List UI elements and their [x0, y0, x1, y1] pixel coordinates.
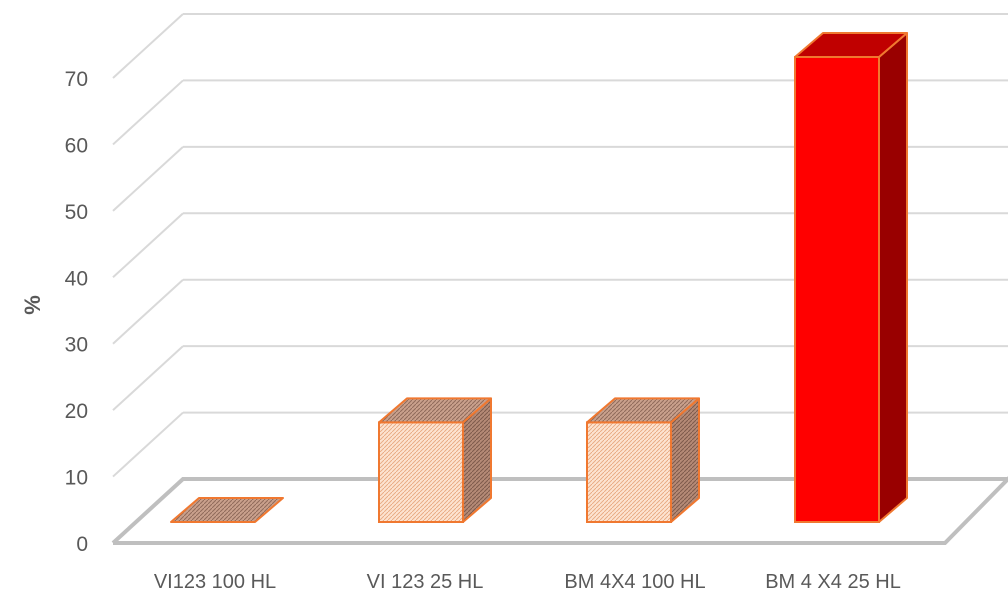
bar-front [794, 56, 880, 523]
x-category-label: BM 4 X4 25 HL [765, 571, 901, 593]
x-category-label: VI 123 25 HL [367, 571, 484, 593]
y-axis-label: % [20, 295, 45, 315]
y-tick-label: 70 [65, 68, 88, 91]
bar-top [586, 397, 700, 424]
y-tick-label: 10 [65, 467, 88, 490]
gridline-side [112, 212, 184, 279]
bar-top [794, 32, 908, 58]
bar-4 [794, 32, 908, 523]
chart-floor [111, 476, 1008, 545]
bar-top [170, 497, 284, 523]
bar-front [378, 421, 464, 524]
gridline-side [112, 146, 184, 212]
bar-3 [586, 397, 700, 524]
gridlines [112, 13, 1008, 478]
y-tick-label: 40 [65, 267, 88, 290]
bar-side [878, 32, 908, 523]
gridline-side [112, 278, 184, 345]
y-axis-ticks: 0 10 20 30 40 50 60 70 [65, 68, 88, 556]
bars [170, 32, 908, 524]
gridline-side [112, 345, 184, 411]
y-tick-label: 50 [65, 201, 88, 224]
floor-front-edge [113, 476, 1008, 545]
y-tick-label: 0 [76, 533, 88, 556]
floor-back-edge [111, 477, 1008, 545]
gridline-side [112, 79, 184, 146]
x-axis-labels: VI123 100 HL VI 123 25 HL BM 4X4 100 HL BM … [154, 571, 901, 593]
bar-1 [170, 497, 284, 523]
gridline-side [112, 411, 184, 478]
gridline-side [112, 13, 184, 79]
y-tick-label: 20 [65, 400, 88, 423]
y-tick-label: 60 [65, 134, 88, 157]
y-tick-label: 30 [65, 334, 88, 357]
x-category-label: VI123 100 HL [154, 571, 276, 593]
bar-2 [378, 397, 492, 524]
x-category-label: BM 4X4 100 HL [564, 571, 705, 593]
bar-front [586, 421, 672, 524]
bar-top [378, 397, 492, 424]
